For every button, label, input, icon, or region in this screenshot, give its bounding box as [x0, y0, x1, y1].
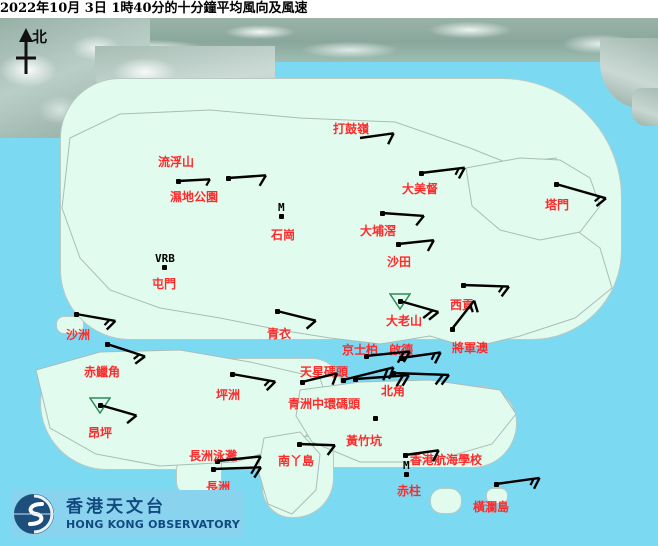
- station-label: 天星碼頭: [300, 365, 349, 379]
- station-label: 屯門: [152, 277, 177, 291]
- coastline-layer: [35, 109, 613, 515]
- station-label: 西貢: [450, 298, 475, 312]
- station-marker[interactable]: [300, 380, 305, 385]
- station-label: 昂坪: [88, 426, 113, 440]
- station-marker[interactable]: [211, 467, 216, 472]
- station-label: 北角: [381, 384, 406, 398]
- hko-logo: 香港天文台 HONG KONG OBSERVATORY: [12, 490, 244, 538]
- station-label: 濕地公園: [170, 190, 219, 204]
- station-marker[interactable]: [398, 299, 403, 304]
- station-marker[interactable]: [226, 176, 231, 181]
- station-marker[interactable]: [419, 171, 424, 176]
- hko-logo-chinese: 香港天文台: [66, 496, 166, 517]
- station-marker[interactable]: [353, 377, 358, 382]
- station-label: 大老山: [386, 314, 423, 328]
- station-label: 南丫島: [278, 454, 315, 468]
- station-label: 京士柏: [342, 343, 379, 357]
- station-marker[interactable]: [105, 342, 110, 347]
- station-code: M: [403, 459, 410, 472]
- terrain-east: [632, 88, 658, 126]
- map-canvas[interactable]: 打鼓嶺流浮山濕地公園 M 石崗 VRB 屯門 大美督塔門大埔滘沙田西貢大老山青衣京士柏 啟德…: [0, 18, 658, 546]
- hko-logo-english: HONG KONG OBSERVATORY: [66, 517, 241, 531]
- station-label: 坪洲: [216, 388, 241, 402]
- station-label: 橫瀾島: [473, 500, 510, 514]
- station-marker[interactable]: [404, 472, 409, 477]
- station-code: VRB: [155, 252, 175, 265]
- station-marker[interactable]: [373, 416, 378, 421]
- station-marker[interactable]: [380, 211, 385, 216]
- station-marker[interactable]: [554, 182, 559, 187]
- station-label: 黃竹坑: [346, 434, 383, 448]
- station-marker[interactable]: [403, 453, 408, 458]
- station-label: 大埔滘: [360, 224, 397, 238]
- station-marker[interactable]: [450, 327, 455, 332]
- station-label: 長洲泳灘: [189, 449, 238, 463]
- station-marker[interactable]: [391, 371, 396, 376]
- north-label: 北: [32, 28, 48, 46]
- station-label: 流浮山: [158, 155, 195, 169]
- station-marker[interactable]: [230, 372, 235, 377]
- station-marker[interactable]: [74, 312, 79, 317]
- hko-logo-icon: [14, 494, 54, 534]
- station-label: 香港航海學校: [410, 453, 483, 467]
- station-marker[interactable]: [162, 265, 167, 270]
- station-label: 將軍澳: [452, 341, 489, 355]
- page-title: 2022年10月 3日 1時40分的十分鐘平均風向及風速: [0, 0, 658, 18]
- station-marker[interactable]: [279, 214, 284, 219]
- station-label: 沙洲: [66, 328, 91, 342]
- station-label: 塔門: [545, 198, 570, 212]
- station-marker[interactable]: [461, 283, 466, 288]
- station-code: M: [278, 201, 285, 214]
- land-waglan: [486, 488, 508, 504]
- station-marker[interactable]: [297, 442, 302, 447]
- station-label: 石崗: [271, 228, 296, 242]
- station-label: 啟德: [389, 343, 414, 357]
- station-label: 打鼓嶺: [333, 122, 370, 136]
- north-arrow-icon: [16, 28, 36, 74]
- station-label: 青衣: [267, 327, 292, 341]
- station-label: 沙田: [387, 255, 412, 269]
- station-marker[interactable]: [275, 309, 280, 314]
- station-marker[interactable]: [176, 179, 181, 184]
- station-marker[interactable]: [98, 403, 103, 408]
- station-marker[interactable]: [494, 482, 499, 487]
- station-label: 赤柱: [397, 484, 422, 498]
- station-marker[interactable]: [341, 378, 346, 383]
- station-label: 中環碼頭: [312, 397, 361, 411]
- station-label: 青洲: [288, 397, 313, 411]
- land-po-toi: [430, 488, 462, 514]
- station-marker[interactable]: [396, 242, 401, 247]
- north-arrow: 北: [8, 26, 54, 78]
- station-label: 赤鱲角: [84, 365, 121, 379]
- station-label: 大美督: [402, 182, 439, 196]
